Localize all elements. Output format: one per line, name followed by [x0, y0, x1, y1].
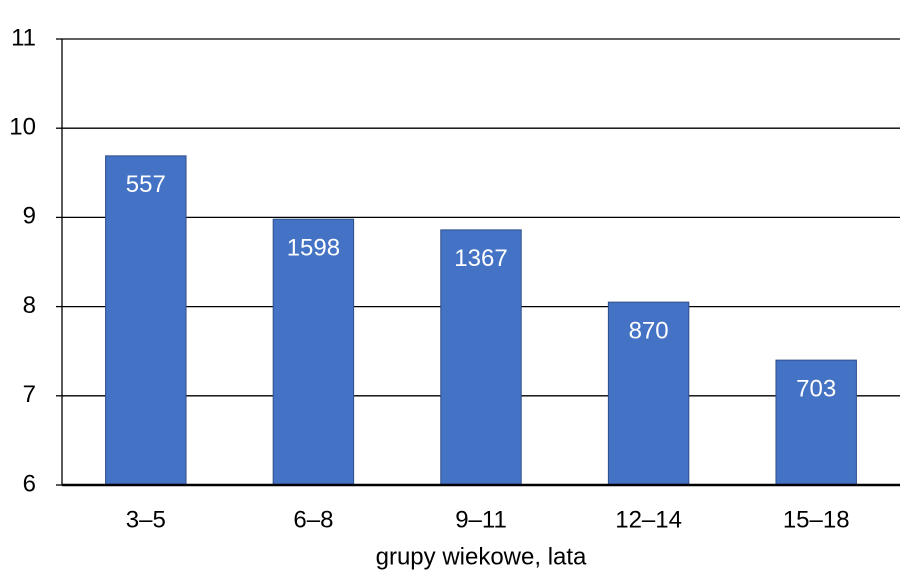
x-tick-label: 12–14: [615, 506, 682, 533]
x-axis-label: grupy wiekowe, lata: [376, 543, 587, 570]
bar: [775, 359, 857, 486]
bar: [607, 301, 690, 486]
bar-label: 1598: [287, 235, 340, 262]
bar: [272, 218, 355, 486]
x-tick-label: 3–5: [126, 506, 166, 533]
y-tick-label: 8: [23, 292, 36, 319]
bar-label: 557: [126, 171, 166, 198]
x-tick-label: 6–8: [293, 506, 333, 533]
bar-label: 703: [796, 375, 836, 402]
bar: [105, 155, 187, 486]
y-tick-label: 10: [9, 114, 36, 141]
y-tick-label: 7: [23, 381, 36, 408]
y-tick-label: 6: [23, 470, 36, 497]
x-tick-label: 15–18: [783, 506, 850, 533]
bar-label: 1367: [454, 245, 507, 272]
bar: [440, 229, 522, 486]
x-tick-label: 9–11: [455, 506, 507, 533]
y-tick-label: 9: [23, 203, 36, 230]
bar-label: 870: [629, 317, 669, 344]
y-tick-label: 11: [11, 24, 36, 51]
